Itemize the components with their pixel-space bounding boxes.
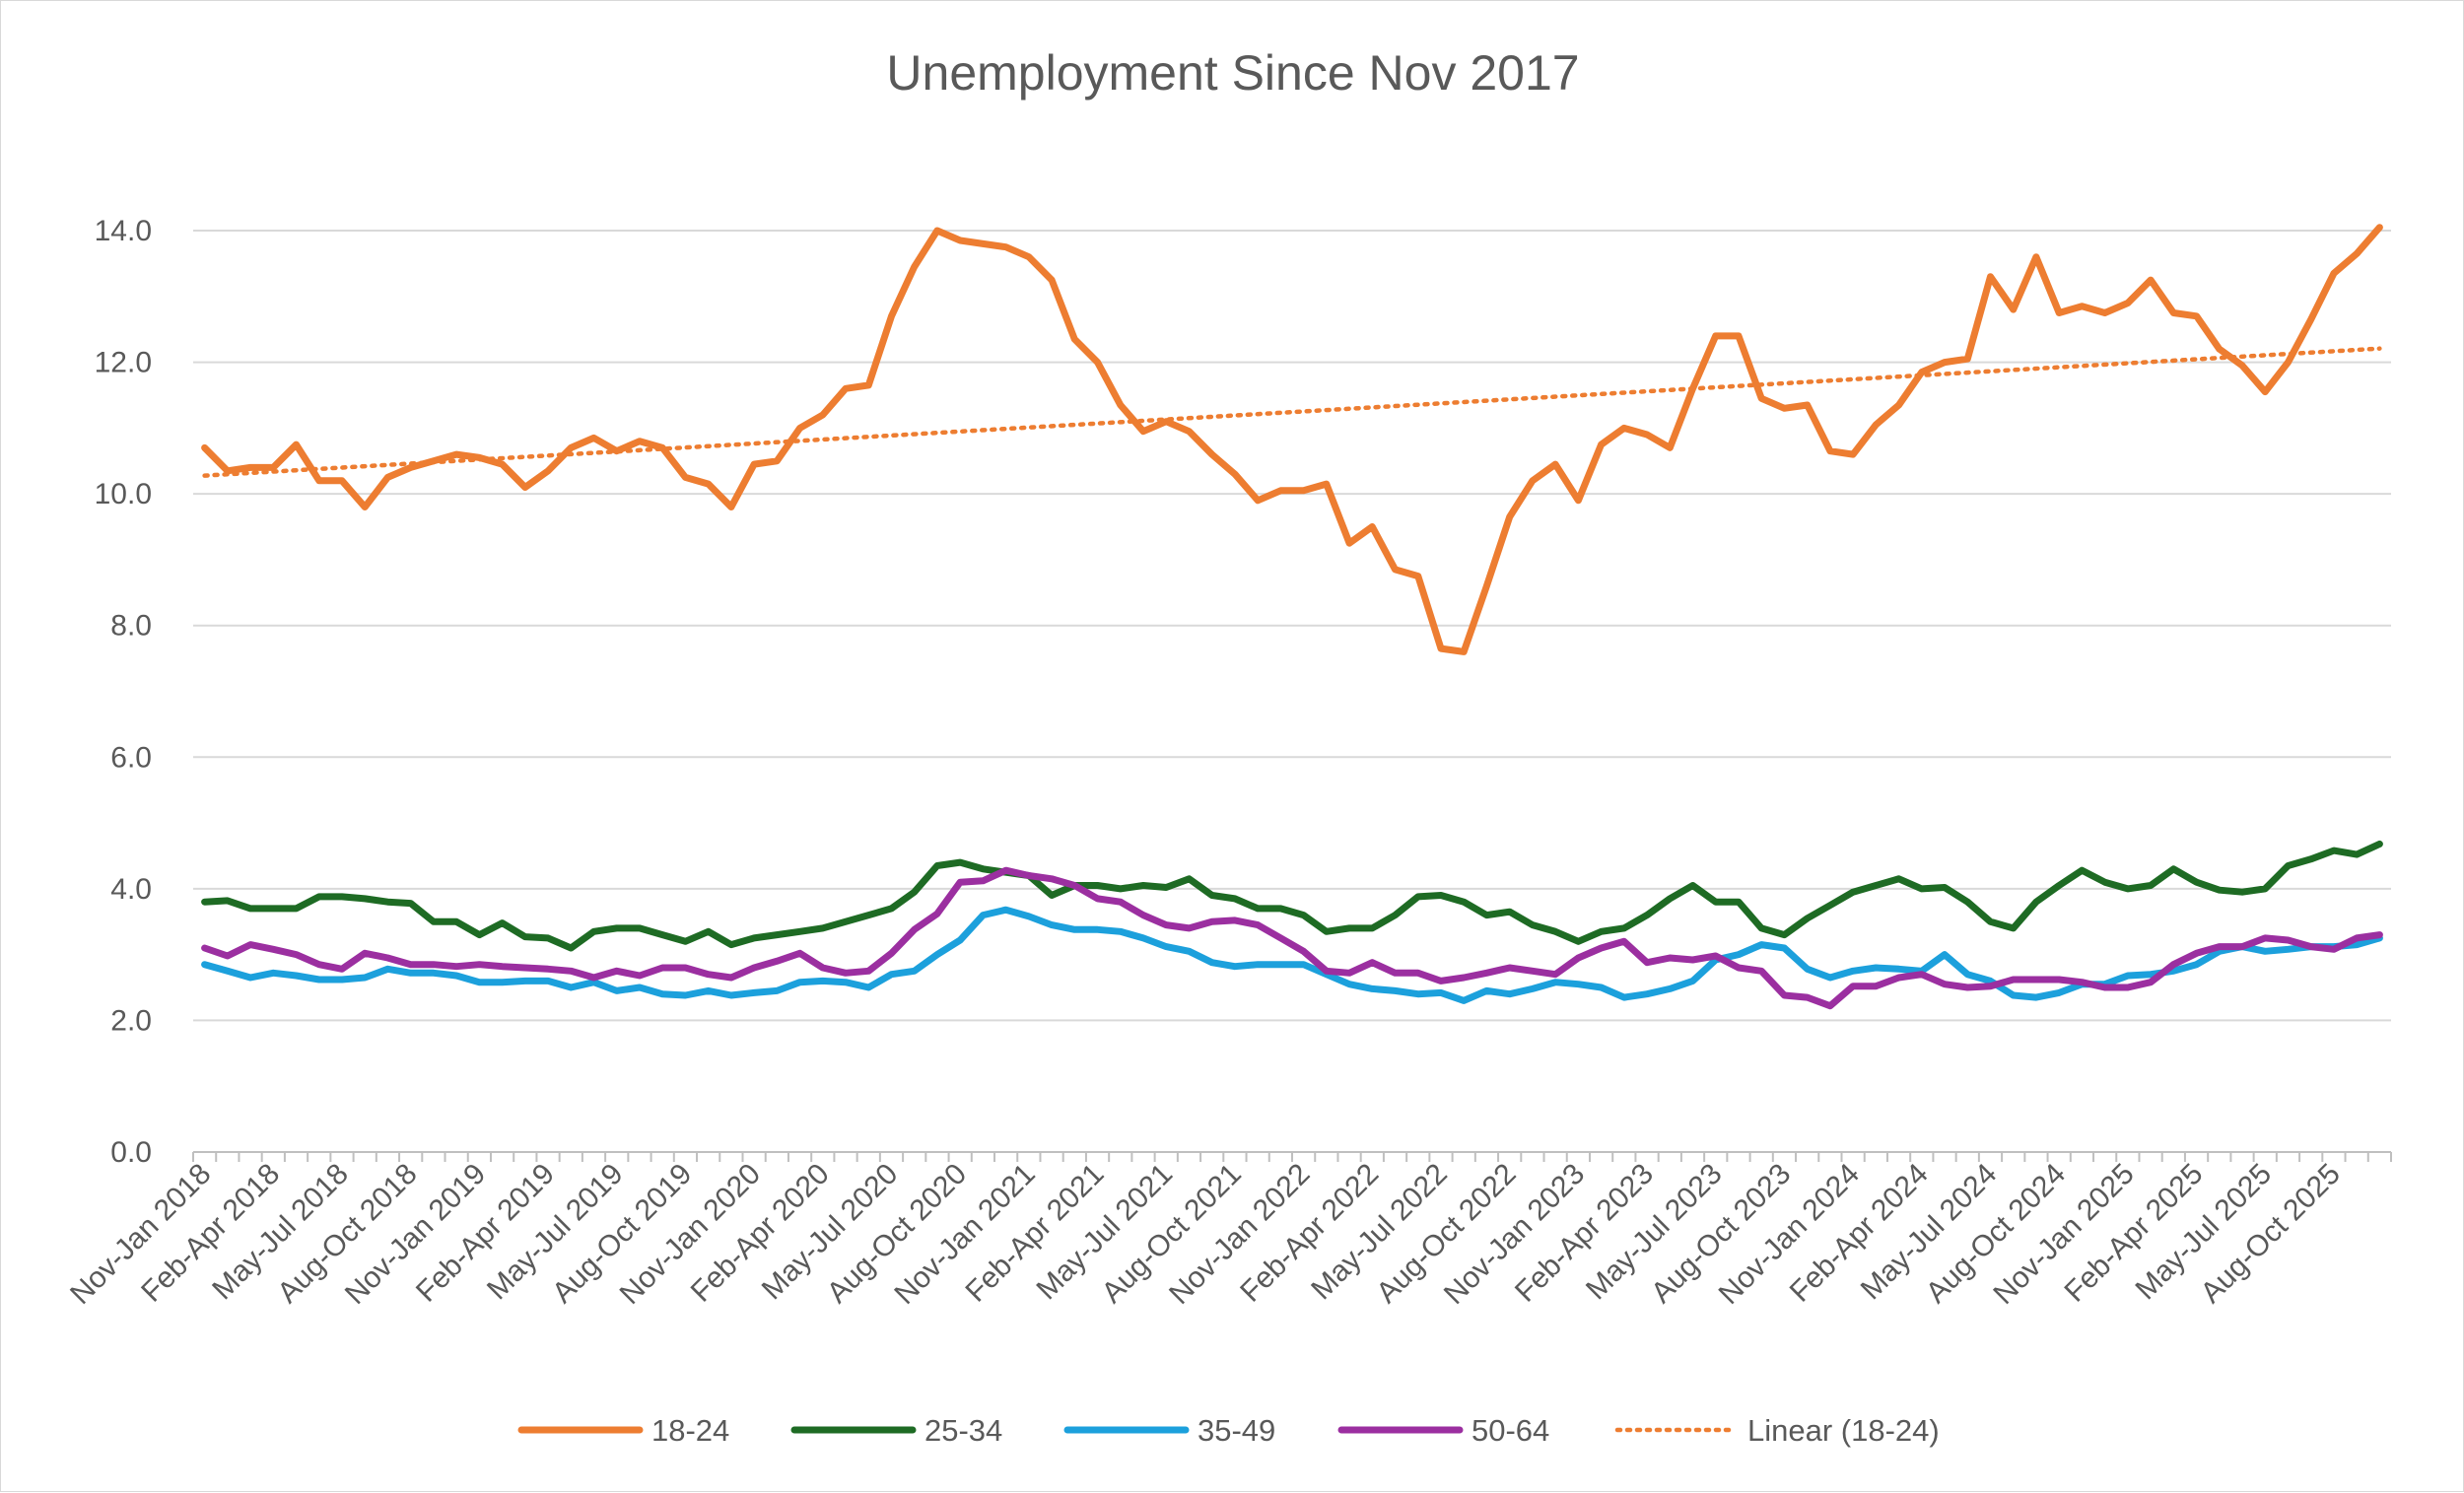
legend-item: Linear (18-24) [1614,1413,1940,1448]
series-line-35-49 [201,906,2383,1004]
legend-label: 18-24 [651,1413,729,1448]
y-tick-label: 8.0 [110,610,152,643]
legend-label: 50-64 [1472,1413,1549,1448]
y-tick-label: 4.0 [110,873,152,906]
y-tick-label: 0.0 [110,1136,152,1169]
legend-label: Linear (18-24) [1747,1413,1940,1448]
legend-label: 35-49 [1198,1413,1275,1448]
legend-label: 25-34 [924,1413,1002,1448]
series-line-25-34 [201,840,2383,952]
chart-title: Unemployment Since Nov 2017 [886,45,1579,101]
gridlines [193,230,2391,1153]
legend: 18-24 25-34 35-49 50-64 Linear (18-24) [517,1413,1940,1448]
legend-item: 50-64 [1337,1413,1549,1448]
trendline-18-24 [202,346,2382,478]
legend-item: 18-24 [517,1413,729,1448]
legend-item: 35-49 [1063,1413,1275,1448]
y-tick-label: 12.0 [95,347,152,379]
y-tick-label: 10.0 [95,478,152,510]
y-tick-label: 2.0 [110,1004,152,1037]
series-line-18-24 [201,224,2383,655]
legend-item: 25-34 [790,1413,1002,1448]
y-tick-label: 6.0 [110,741,152,774]
y-tick-label: 14.0 [95,215,152,247]
y-axis-ticks: 0.0 2.0 4.0 6.0 8.0 10.0 12.0 14.0 [95,215,152,1169]
series-lines [201,224,2383,1010]
series-line-50-64 [201,866,2383,1010]
